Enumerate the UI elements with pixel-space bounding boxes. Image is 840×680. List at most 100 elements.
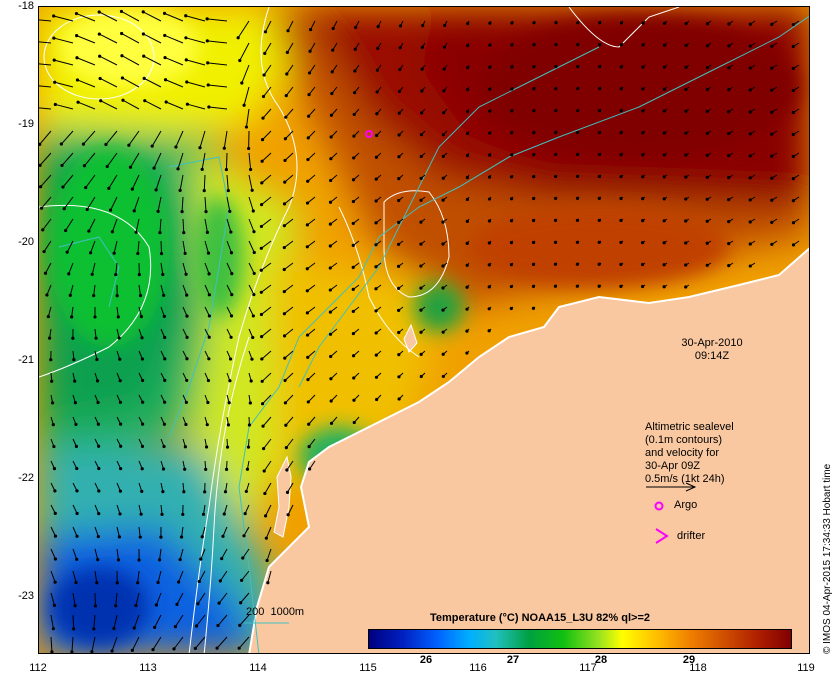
velocity-arrow xyxy=(50,526,56,537)
velocity-arrow-head xyxy=(52,444,56,449)
velocity-arrow xyxy=(201,526,206,537)
velocity-arrow-head xyxy=(110,649,114,653)
velocity-arrow xyxy=(177,152,184,169)
velocity-arrow xyxy=(72,614,75,629)
velocity-arrow-head xyxy=(82,164,87,168)
velocity-arrow-head xyxy=(53,102,57,107)
velocity-arrow-head xyxy=(263,491,267,496)
velocity-arrow-head xyxy=(641,153,645,157)
velocity-arrow-head xyxy=(283,401,288,405)
velocity-arrow-head xyxy=(375,397,379,402)
velocity-arrow-head xyxy=(242,534,246,538)
velocity-arrow-head xyxy=(282,312,286,316)
velocity-arrow-head xyxy=(70,650,74,653)
velocity-arrow-head xyxy=(107,186,111,190)
velocity-arrow-head xyxy=(397,397,401,401)
velocity-arrow-head xyxy=(259,246,263,250)
velocity-arrow xyxy=(164,34,184,44)
velocity-arrow xyxy=(262,394,272,405)
velocity-arrow xyxy=(93,284,96,296)
velocity-arrow xyxy=(266,548,272,561)
velocity-arrow xyxy=(72,570,77,583)
velocity-arrow-head xyxy=(248,401,252,405)
velocity-arrow-head xyxy=(374,199,378,203)
velocity-arrow xyxy=(98,11,118,22)
velocity-arrow-head xyxy=(128,165,133,169)
velocity-arrow xyxy=(308,108,316,117)
velocity-arrow xyxy=(285,438,294,448)
velocity-arrow-head xyxy=(261,446,266,451)
velocity-arrow xyxy=(160,262,164,275)
velocity-arrow-head xyxy=(252,230,256,234)
velocity-arrow-head xyxy=(96,422,100,426)
velocity-arrow-head xyxy=(284,423,288,427)
velocity-arrow xyxy=(71,306,74,317)
velocity-arrow-head xyxy=(488,153,492,157)
velocity-arrow xyxy=(185,37,206,44)
velocity-arrow xyxy=(286,42,294,53)
velocity-arrow-head xyxy=(282,289,286,294)
velocity-arrow-head xyxy=(283,378,287,383)
velocity-arrow xyxy=(307,284,316,292)
velocity-arrow-head xyxy=(163,357,167,361)
velocity-arrow-head xyxy=(119,9,124,14)
velocity-arrow-head xyxy=(419,176,423,180)
velocity-arrow-head xyxy=(184,14,188,18)
velocity-arrow-head xyxy=(115,581,119,585)
velocity-arrow xyxy=(307,196,316,204)
velocity-arrow-head xyxy=(397,155,401,159)
velocity-arrow-head xyxy=(120,31,124,36)
velocity-arrow xyxy=(226,240,232,253)
velocity-arrow-head xyxy=(727,197,731,202)
velocity-arrow xyxy=(208,84,228,88)
velocity-arrow-head xyxy=(154,603,158,607)
velocity-arrow-head xyxy=(510,43,514,47)
velocity-arrow-head xyxy=(230,293,234,297)
velocity-arrow-head xyxy=(662,175,666,179)
velocity-arrow-head xyxy=(244,125,249,129)
velocity-arrow-head xyxy=(374,353,378,357)
velocity-arrow-head xyxy=(727,219,731,224)
velocity-arrow-head xyxy=(396,242,401,246)
velocity-arrow xyxy=(239,614,250,626)
velocity-arrow-head xyxy=(329,399,333,403)
velocity-arrow xyxy=(307,174,316,182)
velocity-arrow-head xyxy=(510,131,514,135)
velocity-arrow-head xyxy=(305,201,310,205)
velocity-arrow-head xyxy=(39,163,42,167)
velocity-arrow xyxy=(84,152,96,167)
velocity-arrow-head xyxy=(532,153,536,157)
velocity-arrow-head xyxy=(328,332,333,336)
velocity-arrow-head xyxy=(441,154,445,159)
velocity-arrow-head xyxy=(748,264,752,268)
velocity-arrow-head xyxy=(163,378,167,383)
velocity-arrow xyxy=(42,218,52,231)
legend-line: 0.5m/s (1kt 24h) xyxy=(645,473,725,485)
velocity-arrow-head xyxy=(307,445,311,449)
velocity-arrow-head xyxy=(305,311,310,315)
velocity-arrow xyxy=(223,130,228,149)
velocity-arrow-head xyxy=(748,242,752,246)
velocity-arrow-head xyxy=(420,111,424,115)
velocity-arrow xyxy=(72,592,76,606)
velocity-arrow-head xyxy=(791,44,795,49)
velocity-arrow-head xyxy=(159,535,163,539)
velocity-arrow-head xyxy=(118,489,123,493)
velocity-arrow xyxy=(152,636,162,650)
velocity-arrow-head xyxy=(791,110,795,115)
velocity-arrow-head xyxy=(684,131,688,135)
velocity-arrow-head xyxy=(283,137,287,141)
velocity-arrow-head xyxy=(597,218,601,222)
velocity-arrow-head xyxy=(305,267,309,271)
lon-tick: 114 xyxy=(249,662,267,674)
velocity-arrow xyxy=(160,306,165,317)
velocity-arrow-head xyxy=(87,229,91,233)
velocity-arrow-head xyxy=(173,625,178,629)
velocity-arrow-head xyxy=(509,219,514,223)
velocity-arrow-head xyxy=(61,185,65,189)
velocity-arrow-head xyxy=(119,466,123,471)
velocity-arrow xyxy=(264,482,272,494)
velocity-arrow-head xyxy=(465,285,469,289)
velocity-arrow-head xyxy=(531,284,536,288)
velocity-arrow-head xyxy=(184,422,188,427)
